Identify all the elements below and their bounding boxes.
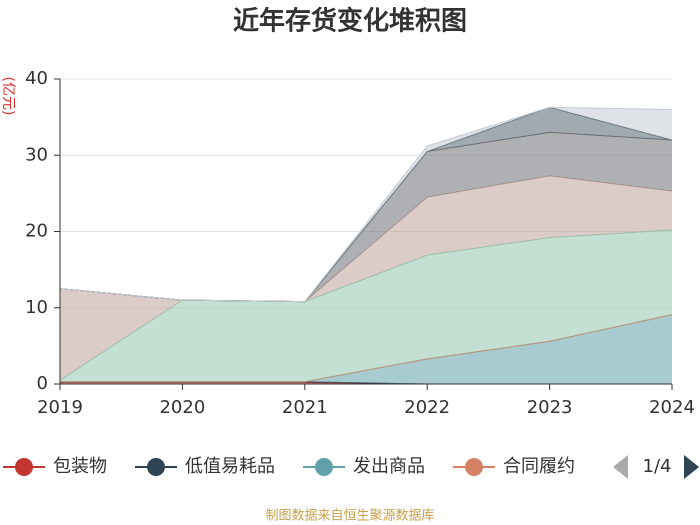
legend-prev[interactable]: [613, 455, 628, 479]
y-tick-label: 30: [25, 144, 48, 165]
plot-area: [59, 78, 673, 385]
y-axis-label: (亿元): [0, 77, 16, 116]
x-tick-label: 2019: [37, 397, 83, 418]
area: [60, 175, 672, 381]
x-tick-label: 2021: [282, 397, 328, 418]
x-tick-label: 2020: [159, 397, 205, 418]
area: [60, 132, 672, 302]
legend-label: 包装物: [53, 456, 107, 477]
y-tick-label: 20: [25, 221, 48, 242]
legend-marker: [15, 458, 33, 476]
legend-label: 发出商品: [353, 456, 425, 477]
legend-marker: [465, 458, 483, 476]
legend: 包装物 低值易耗品 发出商品 合同履约: [3, 456, 575, 477]
legend-page: 1/4: [643, 456, 672, 477]
legend-next[interactable]: [684, 455, 699, 479]
x-tick-label: 2023: [527, 397, 573, 418]
legend-marker: [315, 458, 333, 476]
x-tick-label: 2022: [404, 397, 450, 418]
y-tick-label: 40: [25, 68, 48, 89]
area: [60, 107, 672, 302]
area-line: [59, 106, 673, 303]
y-tick-label: 0: [37, 373, 48, 394]
chart-title: 近年存货变化堆积图: [233, 6, 467, 37]
source-note: 制图数据来自恒生聚源数据库: [265, 508, 434, 524]
x-tick-label: 2024: [649, 397, 695, 418]
legend-label: 低值易耗品: [185, 456, 275, 477]
area: [60, 314, 672, 384]
area: [60, 229, 672, 382]
legend-marker: [147, 458, 165, 476]
legend-label: 合同履约: [503, 456, 575, 477]
y-tick-label: 10: [25, 297, 48, 318]
